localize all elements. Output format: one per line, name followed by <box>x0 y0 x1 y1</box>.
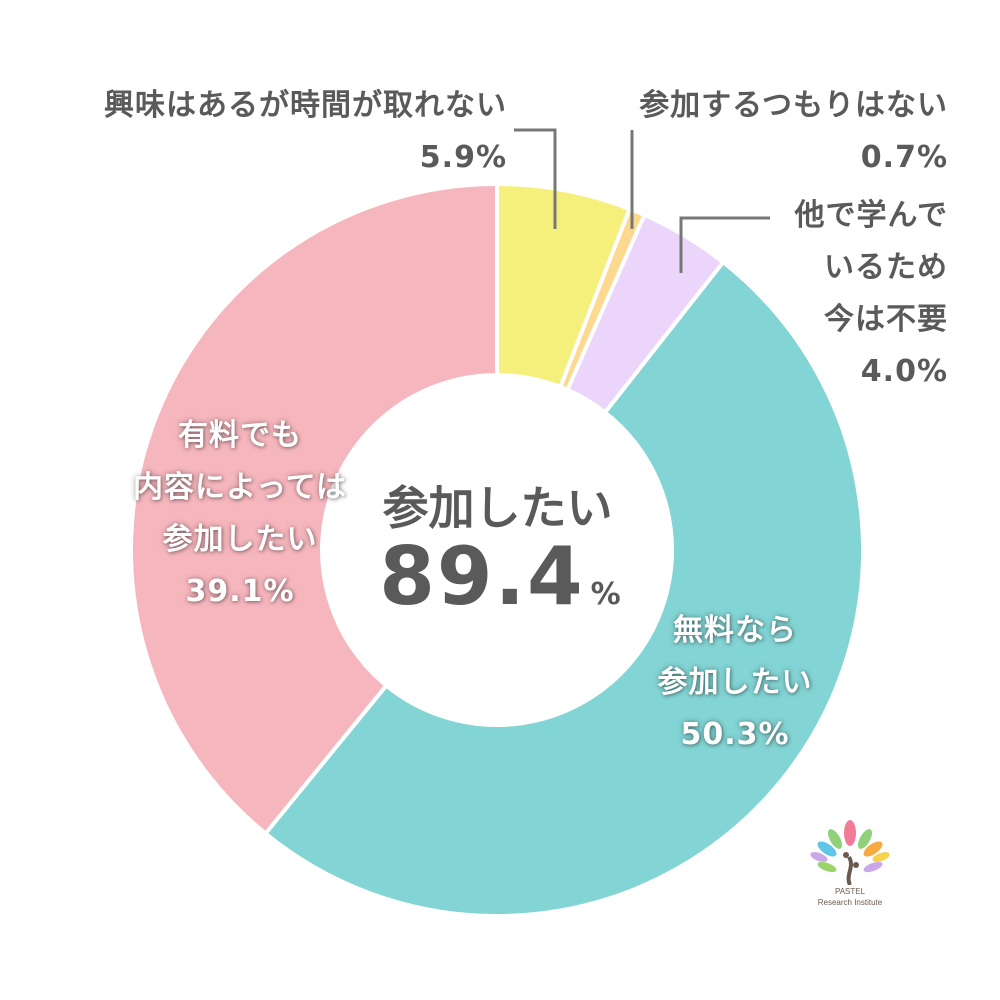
slice-label: 参加したい <box>162 522 318 557</box>
slice-value: 0.7% <box>860 140 948 175</box>
slice-label: 無料なら <box>673 613 797 648</box>
center-value: 89.4% <box>370 530 630 623</box>
slices <box>129 181 865 918</box>
center-number: 89.4 <box>379 530 585 623</box>
leader-line-other <box>679 216 770 273</box>
slice-label: 興味はあるが時間が取れない <box>104 88 507 123</box>
logo: PASTEL Research Institute <box>805 815 895 915</box>
slice-value: 5.9% <box>419 140 507 175</box>
label-paid: 有料でも 内容によっては 参加したい 39.1% <box>90 410 390 618</box>
label-other: 他で学んで いるため 今は不要 4.0% <box>795 190 949 398</box>
slice-label: 今は不要 <box>824 302 948 337</box>
tree-logo-icon <box>810 820 890 886</box>
slice-value: 39.1% <box>185 574 295 609</box>
slice-label: 参加したい <box>657 665 813 700</box>
slice-value: 4.0% <box>860 354 948 389</box>
slice-4 <box>129 181 499 837</box>
leader-lines <box>514 128 770 273</box>
label-no-intent: 参加するつもりはない 0.7% <box>639 80 948 184</box>
slice-label: 参加するつもりはない <box>639 88 948 123</box>
slice-value: 50.3% <box>680 717 790 752</box>
logo-line1: PASTEL <box>834 887 866 896</box>
slice-label: いるため <box>824 250 948 285</box>
logo-line2: Research Institute <box>817 898 883 907</box>
center-title: 参加したい <box>382 481 613 535</box>
label-free: 無料なら 参加したい 50.3% <box>630 605 840 761</box>
slice-label: 他で学んで <box>794 198 948 233</box>
center-unit: % <box>590 577 621 612</box>
leader-line-busy <box>514 128 557 229</box>
slice-label: 内容によっては <box>133 470 347 505</box>
label-busy: 興味はあるが時間が取れない 5.9% <box>104 80 507 184</box>
slice-3 <box>262 259 865 918</box>
slice-label: 有料でも <box>178 418 302 453</box>
